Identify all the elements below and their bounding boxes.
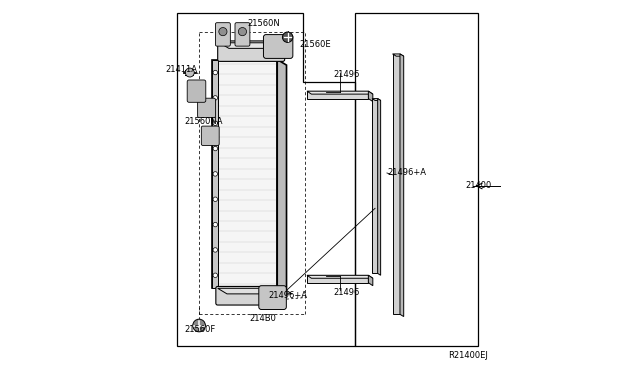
Polygon shape xyxy=(220,43,292,48)
Circle shape xyxy=(282,32,293,42)
Text: 21560NA: 21560NA xyxy=(184,118,223,126)
Polygon shape xyxy=(369,275,373,286)
Polygon shape xyxy=(369,91,373,102)
Circle shape xyxy=(193,319,205,332)
Polygon shape xyxy=(392,54,404,56)
Circle shape xyxy=(219,28,227,36)
Circle shape xyxy=(238,28,246,36)
Polygon shape xyxy=(372,99,381,100)
Circle shape xyxy=(213,96,218,100)
Polygon shape xyxy=(212,60,277,288)
FancyBboxPatch shape xyxy=(216,23,230,46)
FancyBboxPatch shape xyxy=(198,98,216,118)
Text: 21496: 21496 xyxy=(333,70,360,79)
FancyBboxPatch shape xyxy=(235,23,250,46)
Circle shape xyxy=(186,68,195,77)
Polygon shape xyxy=(400,54,404,317)
Circle shape xyxy=(213,197,218,202)
FancyBboxPatch shape xyxy=(216,286,285,305)
Circle shape xyxy=(213,146,218,151)
Polygon shape xyxy=(378,99,381,275)
FancyBboxPatch shape xyxy=(259,286,286,310)
FancyBboxPatch shape xyxy=(264,35,293,58)
Circle shape xyxy=(213,222,218,227)
Text: 21496: 21496 xyxy=(333,288,360,296)
FancyBboxPatch shape xyxy=(202,126,219,145)
Polygon shape xyxy=(392,54,400,314)
FancyBboxPatch shape xyxy=(187,80,206,102)
Text: 21560N: 21560N xyxy=(248,19,280,28)
Bar xyxy=(212,60,218,288)
Text: 214B0: 214B0 xyxy=(250,314,276,323)
Text: 21496+A: 21496+A xyxy=(268,291,307,300)
Bar xyxy=(355,13,478,346)
Polygon shape xyxy=(307,275,369,283)
Circle shape xyxy=(213,248,218,252)
Text: 21560E: 21560E xyxy=(300,40,331,49)
Polygon shape xyxy=(372,99,378,273)
Polygon shape xyxy=(277,60,287,294)
Circle shape xyxy=(213,273,218,278)
Circle shape xyxy=(213,70,218,75)
Text: 21411A: 21411A xyxy=(166,65,198,74)
Circle shape xyxy=(213,171,218,176)
Polygon shape xyxy=(307,275,373,278)
Text: 21496+A: 21496+A xyxy=(387,169,426,177)
Text: 21560F: 21560F xyxy=(184,325,216,334)
Circle shape xyxy=(213,121,218,125)
Text: R21400EJ: R21400EJ xyxy=(449,351,488,360)
Polygon shape xyxy=(307,91,373,94)
FancyBboxPatch shape xyxy=(218,41,285,61)
Polygon shape xyxy=(307,91,369,99)
Text: 21400: 21400 xyxy=(465,182,492,190)
Polygon shape xyxy=(218,288,292,294)
